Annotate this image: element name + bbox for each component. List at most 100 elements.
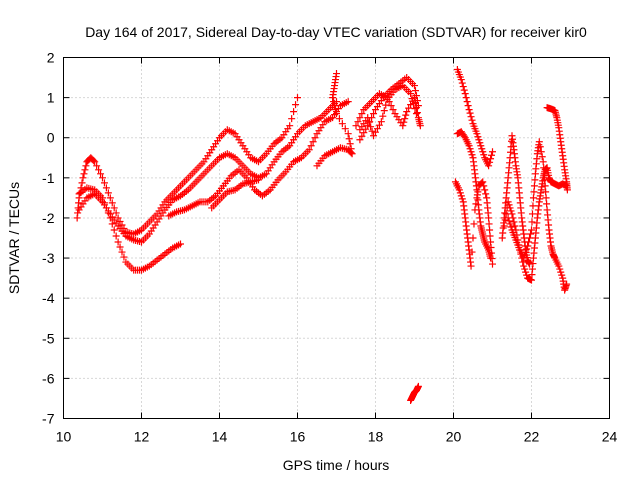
data-point [370,110,378,118]
data-point [338,120,346,128]
data-point [480,182,488,190]
data-point [347,145,355,153]
data-point [400,118,408,126]
data-point [362,125,370,133]
x-tick-label: 12 [134,429,150,445]
data-point [538,153,546,161]
series-track-6 [313,70,356,170]
data-point [116,243,124,251]
y-tick-label: 0 [47,130,55,146]
data-point [468,116,476,124]
data-point [522,268,530,276]
data-point [539,158,547,166]
data-point [558,271,566,279]
data-point [305,146,313,154]
data-point [255,176,262,184]
series-track-1 [73,94,301,238]
data-point [468,248,476,256]
x-tick-labels: 10 12 14 16 18 20 22 24 [56,429,618,445]
data-point [524,242,532,250]
data-point [486,226,494,234]
data-point [118,248,126,256]
series-track-17 [543,104,571,194]
data-point [348,150,356,158]
y-tick-label: -1 [42,170,55,186]
data-point [112,232,120,240]
data-point [460,86,468,94]
data-point [335,115,343,123]
data-point [477,142,485,150]
data-point [506,220,514,228]
data-point [529,202,537,210]
data-point [294,94,301,102]
y-tick-label: -2 [42,210,55,226]
data-point [106,194,114,202]
data-point [555,262,563,270]
data-point [479,148,487,156]
chart-title: Day 164 of 2017, Sidereal Day-to-day VTE… [85,24,587,40]
data-point [502,210,510,218]
data-point [114,214,122,222]
data-point [489,260,496,268]
data-point [508,210,516,218]
data-point [380,107,388,115]
data-point [78,179,86,187]
data-point [541,182,549,190]
data-point [466,145,474,153]
series-track-16 [504,138,571,294]
data-point [469,234,477,242]
data-point [95,166,103,174]
data-point [307,142,315,150]
data-point [563,186,571,194]
data-point [458,195,466,203]
data-point [82,162,90,170]
data-points [73,66,571,404]
y-tick-label: 2 [47,50,55,66]
data-point [487,155,495,163]
data-point [358,132,366,140]
data-point [99,174,106,182]
data-point [461,90,469,98]
data-point [118,221,126,229]
data-point [80,170,88,178]
data-point [411,87,419,95]
data-point [456,189,464,197]
data-point [346,140,354,148]
data-point [93,162,101,170]
data-point [382,101,390,109]
data-point [110,204,118,212]
data-point [479,178,487,186]
data-point [488,151,496,159]
data-point [467,113,475,121]
series-track-4 [165,98,352,220]
x-tick-label: 18 [368,429,384,445]
data-point [457,192,465,200]
y-tick-label: -5 [42,330,55,346]
data-point [407,90,415,98]
data-point [526,234,534,242]
data-point [290,108,298,116]
series-track-3 [75,184,184,274]
data-point [455,186,463,194]
data-point [530,182,538,190]
data-point [114,238,122,246]
data-point [473,194,481,202]
data-point [377,118,385,126]
data-point [529,194,537,202]
data-point [116,217,124,225]
data-point [79,174,87,182]
data-point [331,102,339,110]
data-point [537,148,545,156]
data-point [112,209,120,217]
data-point [401,115,409,123]
y-axis-label: SDTVAR / TECUs [6,182,22,294]
data-point [356,114,364,122]
data-point [108,199,116,207]
data-point [510,218,518,226]
data-point [520,254,528,262]
data-point [521,265,529,273]
data-point [460,132,468,140]
data-point [352,122,360,130]
data-point [507,207,515,215]
